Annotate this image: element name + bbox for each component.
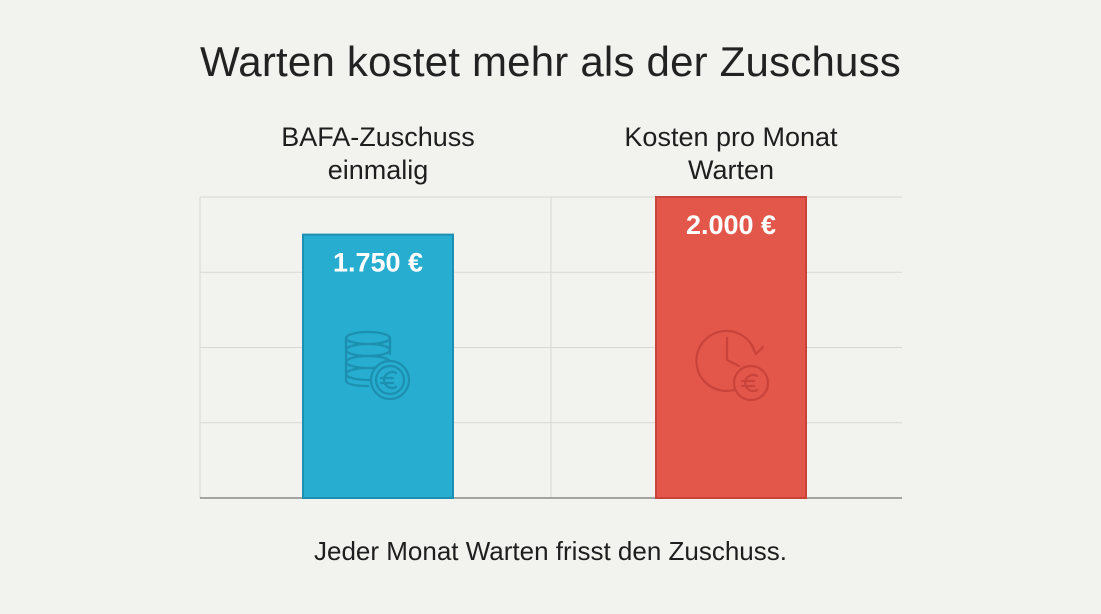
category-label: BAFA-Zuschuss [281,122,475,152]
value-label: 1.750 € [333,248,423,278]
chart-title: Warten kostet mehr als der Zuschuss [199,38,902,85]
chart-footer-note: Jeder Monat Warten frisst den Zuschuss. [313,536,787,566]
bar [655,196,807,499]
clock-euro-icon [695,329,770,402]
value-label: 2.000 € [686,210,776,240]
category-label: einmalig [328,155,429,185]
category-label: Kosten pro Monat [624,122,838,152]
category-label: Warten [688,155,774,185]
coins-euro-icon [344,330,411,401]
